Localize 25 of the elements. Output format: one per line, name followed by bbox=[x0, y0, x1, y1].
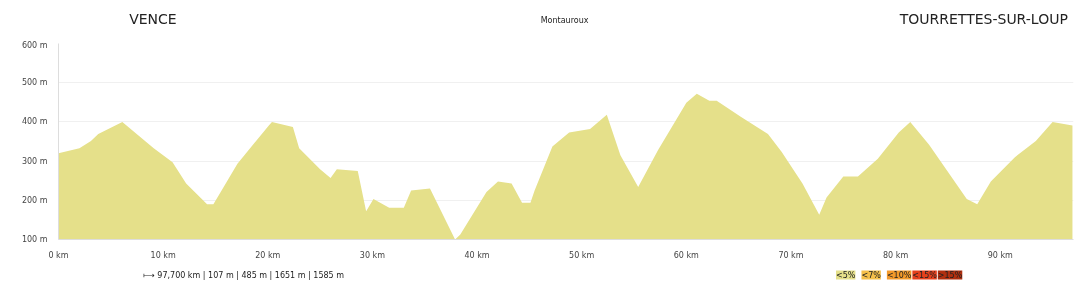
x-tick-label: 20 km bbox=[255, 250, 281, 260]
x-tick-label: 70 km bbox=[778, 250, 804, 260]
x-tick-label: 50 km bbox=[569, 250, 595, 260]
y-tick-label: 400 m bbox=[21, 117, 48, 127]
text: TOURRETTES-SUR-LOUP bbox=[898, 10, 1068, 27]
x-tick-label: 40 km bbox=[464, 250, 490, 260]
x-tick-label: 90 km bbox=[987, 250, 1014, 260]
y-tick-label: 100 m bbox=[21, 235, 48, 244]
y-tick-label: 500 m bbox=[21, 78, 48, 88]
text: <10% bbox=[886, 270, 912, 280]
text: <5% bbox=[836, 270, 856, 280]
text: >15% bbox=[937, 270, 963, 280]
y-tick-label: 300 m bbox=[21, 156, 48, 166]
text: <7% bbox=[861, 270, 882, 280]
text: <15% bbox=[912, 270, 938, 280]
x-tick-label: 30 km bbox=[359, 250, 386, 260]
y-tick-label: 200 m bbox=[21, 195, 48, 205]
x-tick-label: 60 km bbox=[673, 250, 700, 260]
text: VENCE bbox=[129, 10, 177, 27]
x-tick-label: 0 km bbox=[48, 250, 69, 260]
y-tick-label: 600 m bbox=[21, 40, 48, 50]
text: ⟼ 97,700 km | 107 m | 485 m | 1651 m | 1585 m bbox=[143, 270, 345, 280]
x-tick-label: 80 km bbox=[883, 250, 909, 260]
x-tick-label: 10 km bbox=[150, 250, 176, 260]
text: Montauroux bbox=[540, 15, 589, 25]
